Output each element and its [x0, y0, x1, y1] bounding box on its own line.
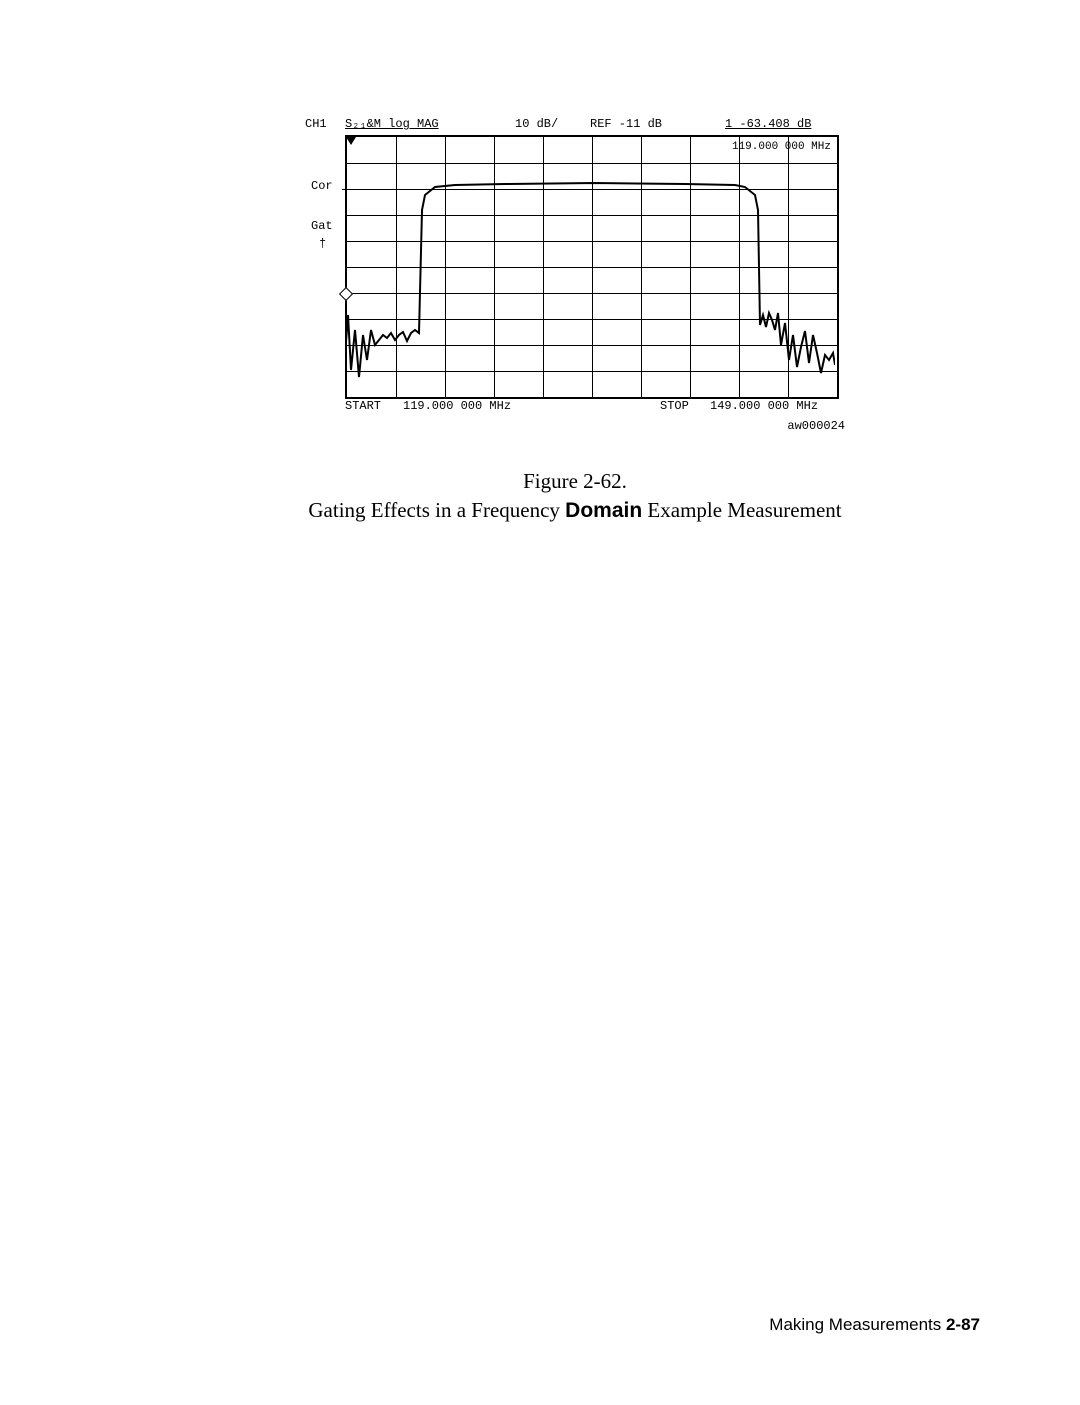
cor-label: Cor — [311, 179, 333, 193]
plot-area: 119.000 000 MHz — [345, 135, 839, 399]
chart: CH1 S₂₁&M log MAG 10 dB/ REF -11 dB 1 -6… — [305, 115, 845, 435]
stop-value: 149.000 000 MHz — [710, 399, 818, 413]
page-number: 2-87 — [946, 1315, 980, 1334]
start-label: START — [345, 399, 381, 413]
stop-label: STOP — [660, 399, 689, 413]
gridline-h — [347, 293, 837, 294]
scale-label: 10 dB/ — [515, 117, 558, 131]
marker-freq-label: 119.000 000 MHz — [732, 141, 831, 153]
figure-caption: Figure 2-62. Gating Effects in a Frequen… — [305, 467, 845, 526]
marker-triangle-icon — [346, 137, 356, 145]
gat-t-label: † — [319, 237, 326, 251]
channel-label: CH1 — [305, 117, 327, 131]
ref-label: REF -11 dB — [590, 117, 662, 131]
gridline-h — [347, 319, 837, 320]
gridline-h — [347, 163, 837, 164]
param-label: S₂₁&M log MAG — [345, 117, 439, 131]
gridline-h — [347, 189, 837, 190]
caption-text-pre: Gating Effects in a Frequency — [308, 498, 565, 522]
axis-tick — [342, 189, 347, 190]
figure-container: CH1 S₂₁&M log MAG 10 dB/ REF -11 dB 1 -6… — [305, 115, 845, 526]
marker-value-label: 1 -63.408 dB — [725, 117, 811, 131]
gridline-h — [347, 345, 837, 346]
start-value: 119.000 000 MHz — [403, 399, 511, 413]
caption-text-post: Example Measurement — [642, 498, 841, 522]
figure-number: Figure 2-62. — [523, 469, 627, 493]
ref-marker-icon — [339, 287, 353, 301]
caption-text-bold: Domain — [565, 499, 642, 522]
page-footer: Making Measurements 2-87 — [769, 1315, 980, 1335]
gridline-h — [347, 371, 837, 372]
gridline-h — [347, 241, 837, 242]
footer-text: Making Measurements — [769, 1315, 946, 1334]
gat-label: Gat — [311, 219, 333, 233]
gridline-h — [347, 215, 837, 216]
gridline-h — [347, 267, 837, 268]
figure-id-label: aw000024 — [787, 419, 845, 433]
